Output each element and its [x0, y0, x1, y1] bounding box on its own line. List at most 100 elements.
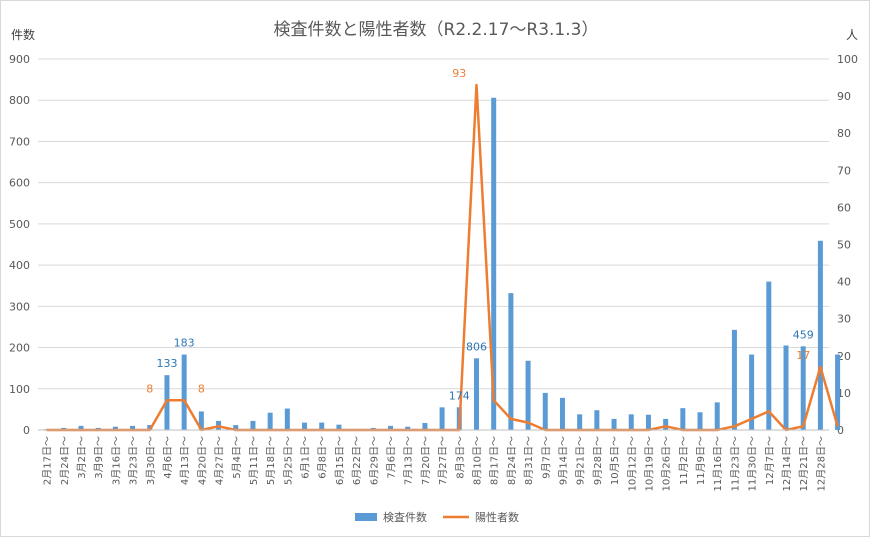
x-tick-label: 8月24日～ [506, 436, 518, 485]
bar [439, 407, 445, 430]
bar [319, 422, 325, 430]
y-tick-label: 300 [9, 300, 30, 313]
bar [559, 397, 565, 430]
bar [714, 402, 720, 430]
x-tick-label: 9月21日～ [575, 436, 587, 485]
x-tick-label: 6月1日～ [300, 436, 312, 479]
y-tick-label: 800 [9, 94, 30, 107]
bar [542, 392, 548, 430]
x-tick-label: 7月6日～ [386, 436, 398, 479]
y2-tick-label: 10 [837, 387, 851, 400]
bar [473, 358, 479, 430]
chart-title: 検査件数と陽性者数（R2.2.17〜R3.1.3） [273, 20, 599, 40]
y2-tick-label: 80 [837, 127, 851, 140]
line-data-label: 8 [146, 382, 153, 395]
x-tick-label: 10月5日～ [609, 436, 621, 485]
bar [491, 97, 497, 430]
line-data-label: 8 [198, 382, 205, 395]
x-tick-label: 7月20日～ [420, 436, 432, 485]
bar [422, 422, 428, 430]
bar [817, 240, 823, 430]
x-tick-label: 10月19日～ [643, 436, 655, 491]
bar [749, 354, 755, 430]
legend-line-label: 陽性者数 [475, 510, 519, 524]
x-tick-label: 2月24日～ [59, 436, 71, 485]
x-tick-label: 12月7日～ [764, 436, 776, 485]
bar [198, 411, 204, 430]
y-tick-label: 600 [9, 177, 30, 190]
y-tick-label: 100 [9, 383, 30, 396]
bar [112, 426, 118, 430]
x-tick-label: 10月12日～ [626, 436, 638, 491]
x-tick-label: 6月15日～ [334, 436, 346, 485]
bar [336, 424, 342, 430]
y2-tick-label: 100 [837, 53, 858, 66]
x-tick-label: 3月9日～ [93, 436, 105, 479]
bar [267, 412, 273, 430]
bar [594, 410, 600, 430]
x-tick-label: 11月23日～ [729, 436, 741, 491]
y-tick-label: 400 [9, 259, 30, 272]
bar [181, 354, 187, 430]
x-tick-label: 7月13日～ [403, 436, 415, 485]
x-tick-label: 5月18日～ [265, 436, 277, 485]
x-tick-label: 12月28日～ [815, 436, 827, 491]
bar-data-label: 183 [174, 337, 195, 350]
x-tick-label: 8月17日～ [489, 436, 501, 485]
bar [147, 425, 153, 430]
line-data-label: 17 [796, 349, 810, 362]
y2-tick-label: 50 [837, 239, 851, 252]
y-axis-unit-left: 件数 [11, 28, 36, 42]
bar [525, 360, 531, 430]
x-tick-label: 6月8日～ [317, 436, 329, 479]
bar-data-label: 133 [156, 357, 177, 370]
bar [645, 414, 651, 430]
bar [611, 418, 617, 430]
bar [250, 420, 256, 430]
x-tick-label: 6月29日～ [368, 436, 380, 485]
y2-tick-label: 60 [837, 201, 851, 214]
line-data-label: 93 [452, 67, 466, 80]
x-tick-label: 8月10日～ [472, 436, 484, 485]
bar [697, 412, 703, 430]
bar [800, 346, 806, 430]
bar [577, 414, 583, 430]
x-tick-label: 4月27日～ [214, 436, 226, 485]
x-tick-label: 3月16日～ [110, 436, 122, 485]
x-tick-label: 5月11日～ [248, 436, 260, 485]
x-tick-label: 5月25日～ [282, 436, 294, 485]
bar [663, 418, 669, 430]
x-tick-label: 12月14日～ [781, 436, 793, 491]
x-tick-label: 4月13日～ [179, 436, 191, 485]
bar-data-label: 174 [449, 389, 470, 402]
bar [130, 425, 136, 430]
y2-tick-label: 70 [837, 164, 851, 177]
legend-bar-label: 検査件数 [383, 510, 427, 524]
x-tick-label: 4月20日～ [196, 436, 208, 485]
bar [766, 281, 772, 430]
x-tick-label: 6月22日～ [351, 436, 363, 485]
bar [284, 408, 290, 430]
bar [508, 293, 514, 430]
bar-data-label: 806 [466, 340, 487, 353]
x-tick-label: 11月2日～ [678, 436, 690, 485]
x-tick-label: 2月17日～ [42, 436, 54, 485]
x-tick-label: 12月21日～ [798, 436, 810, 491]
bar [78, 425, 84, 430]
y-tick-label: 0 [23, 424, 30, 437]
x-tick-label: 9月14日～ [558, 436, 570, 485]
legend-bar-swatch [355, 513, 377, 521]
x-tick-label: 8月3日～ [454, 436, 466, 479]
bar [783, 345, 789, 430]
bar [302, 422, 308, 430]
y2-tick-label: 40 [837, 276, 851, 289]
y-tick-label: 500 [9, 218, 30, 231]
x-tick-label: 9月28日～ [592, 436, 604, 485]
x-tick-label: 3月23日～ [128, 436, 140, 485]
y2-tick-label: 0 [837, 424, 844, 437]
y2-tick-label: 30 [837, 313, 851, 326]
x-tick-label: 3月2日～ [76, 436, 88, 479]
y-tick-label: 200 [9, 342, 30, 355]
